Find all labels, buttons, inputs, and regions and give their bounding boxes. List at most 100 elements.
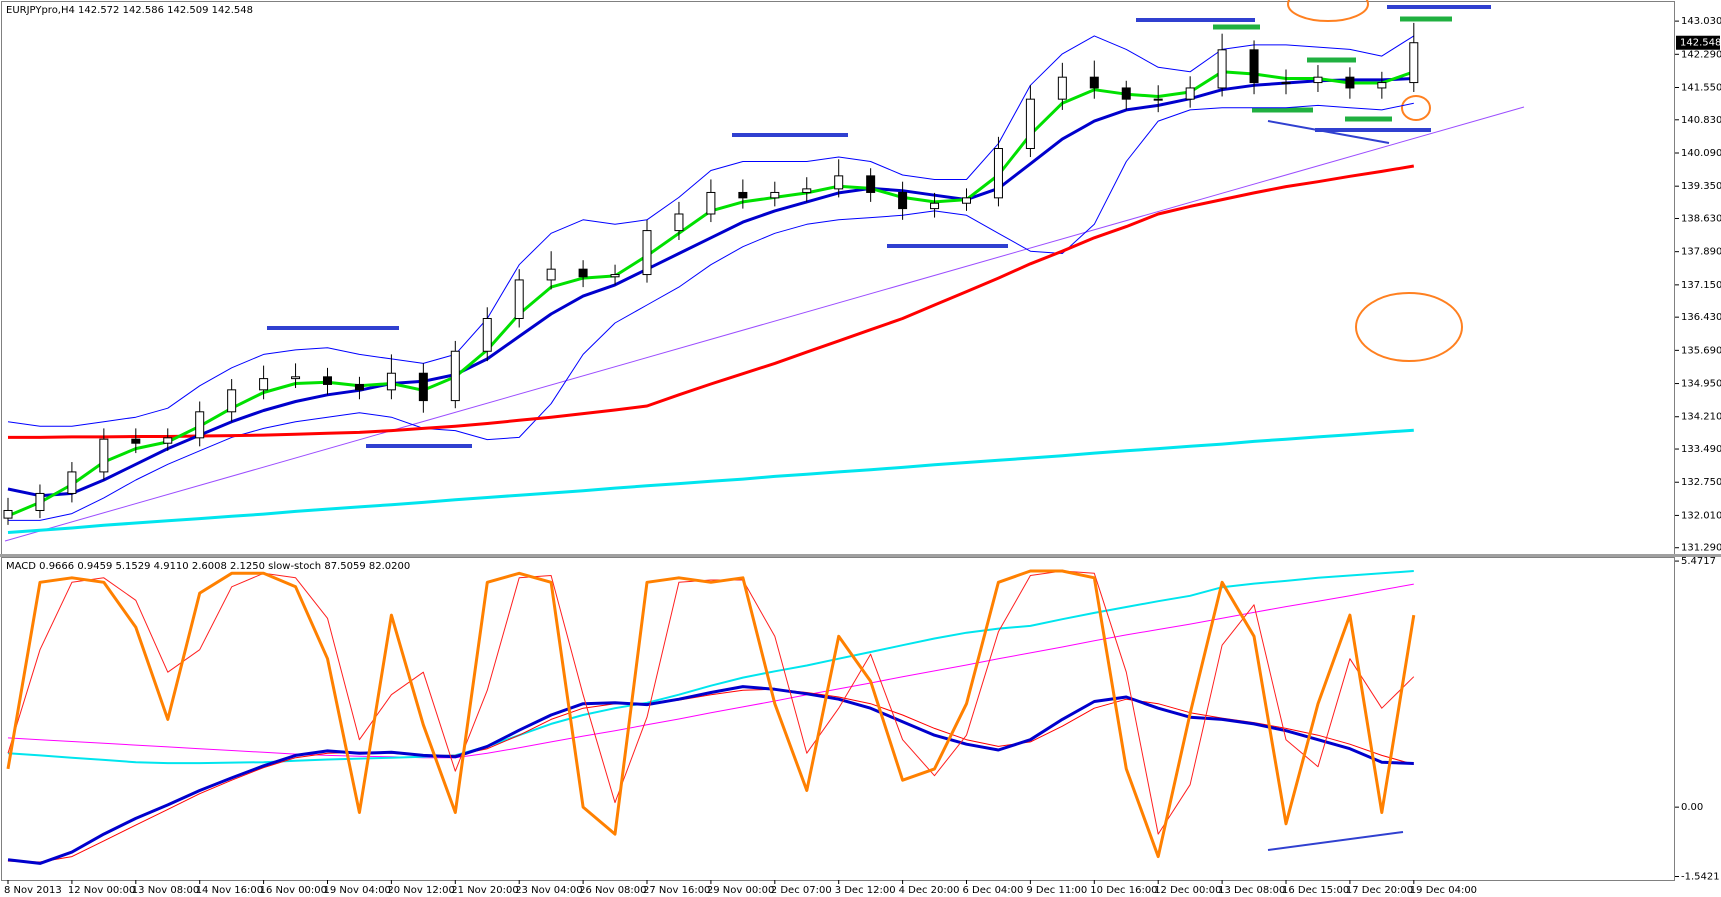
chart-title: EURJPYpro,H4 142.572 142.586 142.509 142… <box>6 5 253 16</box>
candle-body <box>291 376 301 380</box>
candle-body <box>1153 98 1163 101</box>
candle-body <box>1377 82 1387 89</box>
candle-body <box>546 268 556 281</box>
candle-body <box>35 492 45 511</box>
highlight-ellipse <box>1287 0 1369 22</box>
candle-body <box>1409 42 1419 84</box>
y-tick-label: 5.4717 <box>1681 556 1716 567</box>
slope-line <box>1267 831 1404 851</box>
candle-body <box>418 372 428 402</box>
candle-body <box>514 279 524 320</box>
candle-body <box>1089 76 1099 89</box>
y-tick-label: 139.350 <box>1681 181 1721 192</box>
indicator-lines <box>6 35 1416 865</box>
x-tick-label: 8 Nov 2013 <box>4 885 62 896</box>
candle-body <box>354 383 364 391</box>
last-price-box <box>1676 35 1720 50</box>
candle-body <box>738 191 748 199</box>
candle-body <box>99 438 109 473</box>
x-tick-label: 13 Dec 08:00 <box>1218 885 1285 896</box>
x-tick-label: 16 Nov 00:00 <box>260 885 327 896</box>
candle-body <box>866 175 876 193</box>
x-tick-label: 10 Dec 16:00 <box>1090 885 1157 896</box>
y-tick-label: 132.750 <box>1681 477 1721 488</box>
x-tick-label: 2 Dec 07:00 <box>771 885 832 896</box>
indicator-line <box>8 164 1415 439</box>
candle-body <box>802 188 812 193</box>
x-tick-label: 26 Nov 08:00 <box>579 885 646 896</box>
x-tick-label: 16 Dec 15:00 <box>1282 885 1349 896</box>
last-price-label: 142.548 <box>1680 38 1721 49</box>
y-tick-label: 142.290 <box>1681 49 1721 60</box>
candle-body <box>993 148 1003 199</box>
candle-body <box>482 318 492 352</box>
y-tick-label: 0.00 <box>1681 802 1703 813</box>
indicator-line <box>7 688 1414 863</box>
y-tick-label: 134.210 <box>1681 412 1721 423</box>
x-tick-label: 17 Dec 20:00 <box>1346 885 1413 896</box>
candle-body <box>3 509 13 519</box>
y-tick-label: 133.490 <box>1681 444 1721 455</box>
y-tick-label: 137.890 <box>1681 247 1721 258</box>
x-tick-label: 19 Nov 04:00 <box>324 885 391 896</box>
y-tick-label: 140.090 <box>1681 148 1721 159</box>
candle-body <box>131 438 141 444</box>
candle-body <box>930 202 940 210</box>
candle-body <box>1345 76 1355 89</box>
slope-line <box>1267 120 1390 144</box>
candle-body <box>1025 98 1035 150</box>
x-tick-label: 27 Nov 16:00 <box>643 885 710 896</box>
candle-body <box>1121 87 1131 100</box>
indicator-line <box>7 35 1415 427</box>
candle-body <box>259 378 269 391</box>
y-tick-label: 138.630 <box>1681 213 1721 224</box>
x-tick-label: 29 Nov 00:00 <box>707 885 774 896</box>
x-tick-label: 19 Dec 04:00 <box>1410 885 1477 896</box>
chart-drawings <box>4 0 1525 851</box>
y-tick-label: 136.430 <box>1681 312 1721 323</box>
candle-body <box>1313 76 1323 84</box>
indicator-title: MACD 0.9666 0.9459 5.1529 4.9110 2.6008 … <box>6 561 410 572</box>
indicator-line <box>7 77 1414 498</box>
x-tick-label: 14 Nov 16:00 <box>196 885 263 896</box>
x-tick-label: 6 Dec 04:00 <box>963 885 1024 896</box>
x-tick-label: 12 Dec 00:00 <box>1154 885 1221 896</box>
candle-body <box>706 191 716 215</box>
candles <box>3 22 1419 525</box>
candle-body <box>450 350 460 402</box>
candle-body <box>962 197 971 204</box>
candle-body <box>323 376 332 385</box>
x-tick-label: 21 Nov 20:00 <box>451 885 518 896</box>
indicator-line <box>7 570 1415 835</box>
y-tick-label: -1.5421 <box>1681 871 1720 882</box>
candle-body <box>1217 49 1227 89</box>
x-tick-label: 3 Dec 12:00 <box>835 885 896 896</box>
x-tick-label: 4 Dec 20:00 <box>899 885 960 896</box>
indicator-line <box>6 569 1416 859</box>
indicator-panel-frame <box>1 557 1675 881</box>
candle-body <box>1281 82 1291 85</box>
candle-body <box>195 411 205 439</box>
y-tick-label: 140.830 <box>1681 115 1721 126</box>
candle-body <box>834 175 844 190</box>
indicator-line <box>7 583 1414 759</box>
trend-line <box>4 106 1525 542</box>
highlight-ellipse <box>1401 95 1431 121</box>
y-tick-label: 141.550 <box>1681 82 1721 93</box>
candle-body <box>674 213 684 232</box>
candle-body <box>1185 87 1195 100</box>
candle-body <box>227 389 237 413</box>
candle-body <box>578 268 588 278</box>
candle-body <box>1057 76 1067 100</box>
candle-body <box>67 471 77 494</box>
axes: 143.030 142.290 141.550 140.830 140.090 139.3… <box>4 16 1721 896</box>
candle-body <box>386 372 396 391</box>
candle-body <box>642 230 652 276</box>
candle-body <box>610 274 620 278</box>
candle-body <box>163 437 173 444</box>
candle-body <box>1249 49 1259 84</box>
y-tick-label: 143.030 <box>1681 16 1721 27</box>
candle-body <box>770 191 780 199</box>
